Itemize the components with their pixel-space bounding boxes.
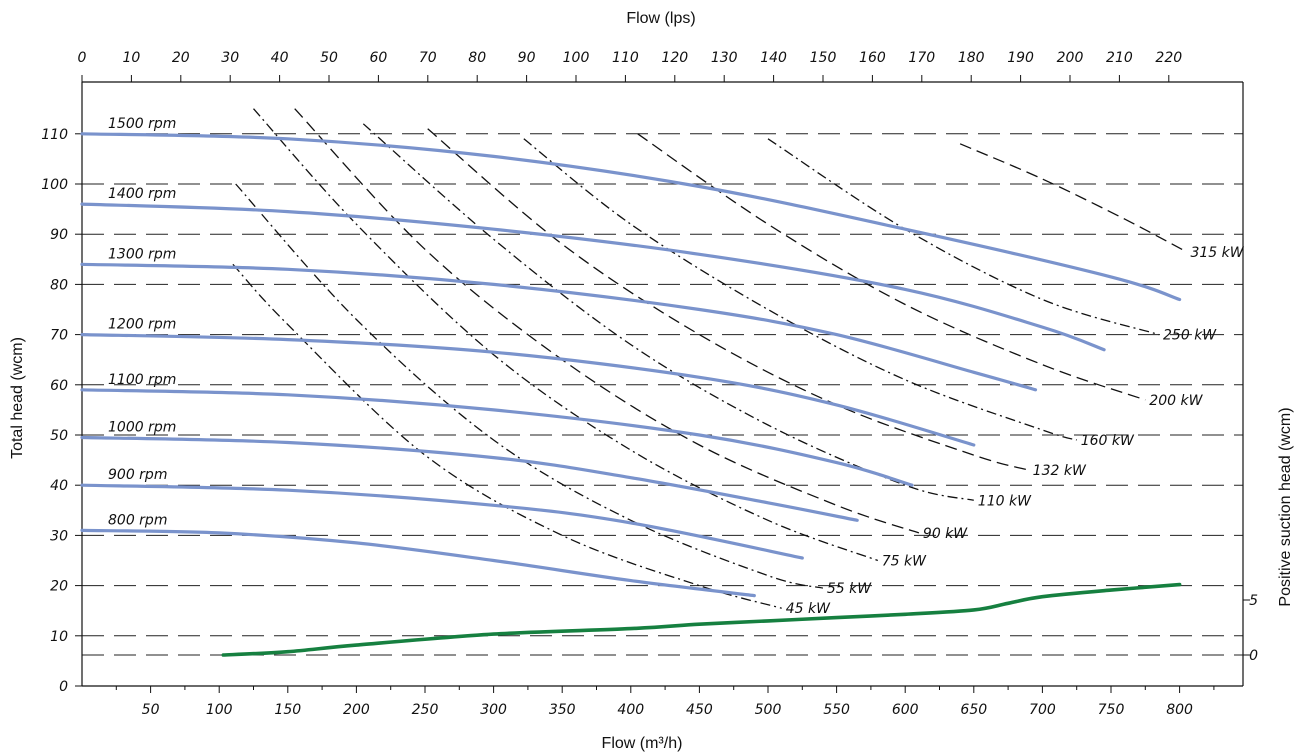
speed-curve-label: 1100 rpm	[108, 372, 176, 388]
x2-tick-label: 80	[468, 50, 486, 66]
power-curve-label: 75 kW	[882, 554, 927, 570]
x-tick-label: 300	[480, 702, 507, 718]
x2-tick-label: 210	[1106, 50, 1133, 66]
y2-axis-title: Positive suction head (wcm)	[1277, 407, 1294, 606]
power-curve-label: 55 kW	[827, 581, 872, 597]
power-curve	[767, 138, 1160, 336]
x2-tick-label: 30	[221, 50, 239, 66]
y-tick-label: 40	[50, 478, 68, 494]
y-tick-label: 50	[50, 428, 68, 444]
x-tick-label: 250	[412, 702, 439, 718]
x-tick-label: 450	[686, 702, 713, 718]
x2-tick-label: 40	[271, 50, 289, 66]
npsh-curve	[221, 582, 1182, 657]
x2-axis-title: Flow (lps)	[626, 10, 695, 27]
power-curve	[427, 128, 1029, 471]
x2-tick-label: 120	[661, 50, 688, 66]
x2-tick-label: 200	[1057, 50, 1084, 66]
x-tick-label: 650	[960, 702, 987, 718]
y2-tick-label: 0	[1249, 648, 1258, 664]
power-curve-label: 110 kW	[978, 493, 1032, 509]
speed-curve	[80, 388, 914, 487]
y-tick-label: 80	[50, 277, 68, 293]
x-tick-label: 700	[1029, 702, 1056, 718]
x2-tick-label: 180	[958, 50, 985, 66]
x2-tick-label: 50	[320, 50, 338, 66]
x-tick-label: 150	[274, 702, 301, 718]
x-tick-label: 500	[755, 702, 782, 718]
power-curve	[959, 143, 1187, 253]
speed-curve	[80, 262, 1038, 392]
x2-tick-label: 150	[810, 50, 837, 66]
speed-curve	[80, 333, 976, 447]
power-curve	[235, 183, 824, 589]
power-curve	[523, 138, 1077, 441]
x2-tick-label: 190	[1007, 50, 1034, 66]
x-tick-label: 350	[549, 702, 576, 718]
power-curve-label: 315 kW	[1190, 245, 1244, 261]
y-tick-label: 110	[41, 127, 68, 143]
power-curve-label: 45 kW	[786, 601, 831, 617]
speed-curve-label: 800 rpm	[108, 512, 167, 528]
x-tick-label: 600	[892, 702, 919, 718]
power-curve-label: 90 kW	[923, 526, 968, 542]
y-tick-label: 100	[41, 177, 68, 193]
speed-curve-label: 1500 rpm	[108, 116, 176, 132]
x-tick-label: 400	[617, 702, 644, 718]
speed-curve	[80, 483, 804, 560]
x2-tick-label: 20	[172, 50, 190, 66]
power-curve-label: 132 kW	[1033, 463, 1087, 479]
x2-tick-label: 10	[122, 50, 140, 66]
power-curve-label: 250 kW	[1163, 328, 1217, 344]
y-tick-label: 20	[50, 579, 68, 595]
x-tick-label: 750	[1098, 702, 1125, 718]
x-tick-label: 200	[343, 702, 370, 718]
y-tick-label: 60	[50, 378, 68, 394]
x2-tick-label: 170	[908, 50, 935, 66]
x-axis-title: Flow (m³/h)	[602, 735, 683, 752]
x2-tick-label: 140	[760, 50, 787, 66]
power-curve	[232, 263, 782, 609]
speed-curve-label: 900 rpm	[108, 467, 167, 483]
power-curve	[362, 123, 974, 501]
speed-curve	[80, 202, 1106, 352]
speed-curve-label: 1300 rpm	[108, 246, 176, 262]
x2-tick-label: 110	[612, 50, 639, 66]
x2-tick-label: 100	[563, 50, 590, 66]
power-curve-label: 160 kW	[1081, 433, 1135, 449]
power-curve	[253, 108, 879, 562]
speed-curve	[80, 132, 1182, 302]
x-tick-label: 100	[206, 702, 233, 718]
speed-curve	[80, 528, 756, 598]
y2-tick-label: 5	[1249, 593, 1258, 609]
y-tick-label: 10	[50, 629, 68, 645]
x2-tick-label: 60	[369, 50, 387, 66]
x2-tick-label: 90	[518, 50, 536, 66]
x2-tick-label: 160	[859, 50, 886, 66]
x-tick-label: 550	[823, 702, 850, 718]
x2-tick-label: 220	[1155, 50, 1182, 66]
x2-tick-label: 130	[711, 50, 738, 66]
y-tick-label: 70	[50, 328, 68, 344]
x2-tick-label: 70	[419, 50, 437, 66]
speed-curve-label: 1400 rpm	[108, 186, 176, 202]
y-tick-label: 90	[50, 227, 68, 243]
y-tick-label: 30	[50, 528, 68, 544]
x-tick-label: 800	[1166, 702, 1193, 718]
power-curve-label: 200 kW	[1149, 393, 1203, 409]
speed-curve	[80, 435, 859, 522]
speed-curve-label: 1200 rpm	[108, 317, 176, 333]
y-axis-title: Total head (wcm)	[9, 337, 26, 459]
power-curve	[294, 108, 920, 534]
x-tick-label: 50	[142, 702, 160, 718]
speed-curve-label: 1000 rpm	[108, 420, 176, 436]
x2-tick-label: 0	[78, 50, 87, 66]
axes: 50 100 150 200 250 300 350 400 450 500 550 600 650 70…	[41, 50, 1258, 718]
npsh-curve-group	[221, 582, 1182, 657]
speed-curves	[80, 132, 1182, 598]
y-tick-label: 0	[59, 679, 68, 695]
